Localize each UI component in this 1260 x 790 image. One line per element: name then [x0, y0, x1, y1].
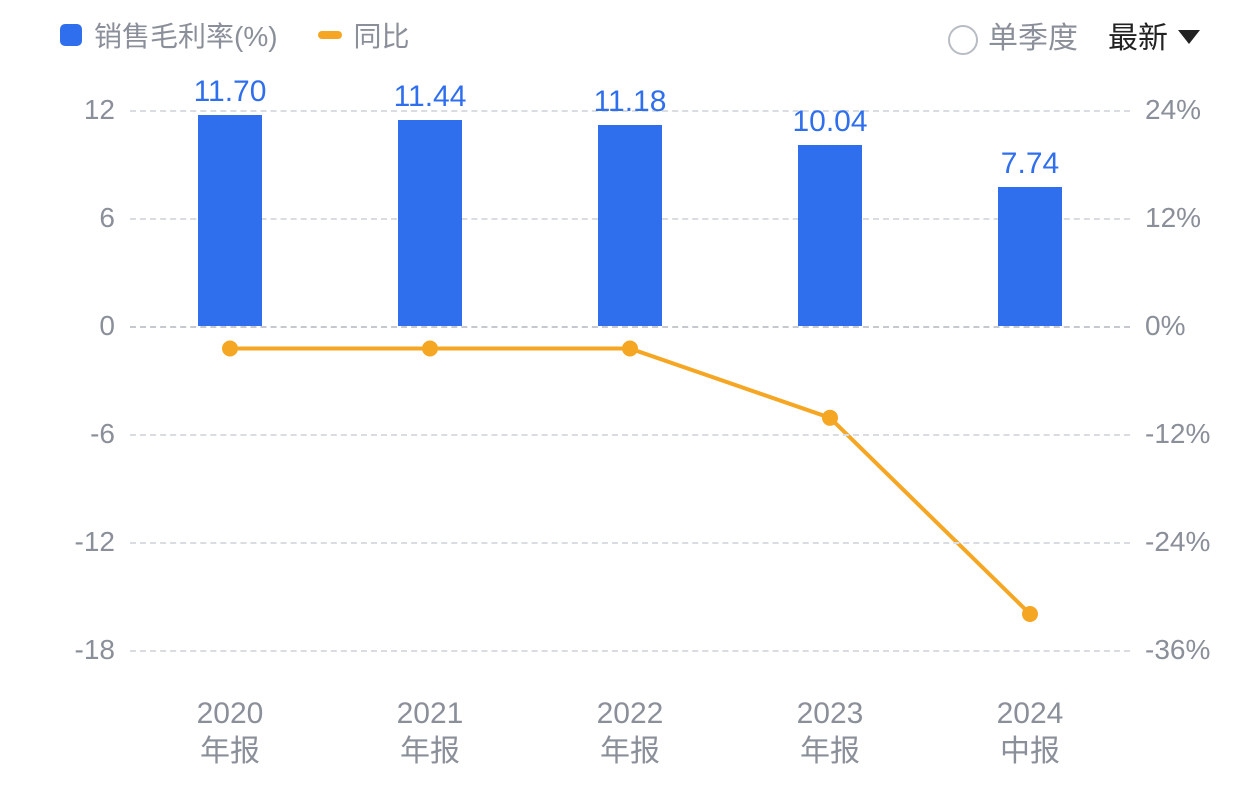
y-axis-right-tick: -12%: [1145, 418, 1260, 450]
gridline: [130, 650, 1130, 652]
x-axis-label: 2022 年报: [597, 695, 664, 770]
y-axis-right-tick: 24%: [1145, 94, 1260, 126]
y-axis-left-tick: 12: [0, 94, 115, 126]
legend-label-line: 同比: [354, 15, 410, 55]
y-axis-left-tick: -12: [0, 526, 115, 558]
bar: [398, 120, 462, 326]
x-axis-label: 2023 年报: [797, 695, 864, 770]
bar-value-label: 11.18: [594, 85, 667, 125]
bar-value-label: 7.74: [1001, 147, 1059, 187]
y-axis-left-tick: 0: [0, 310, 115, 342]
x-axis-label: 2024 中报: [997, 695, 1064, 770]
line-marker: [1022, 606, 1038, 622]
x-axis-label: 2021 年报: [397, 695, 464, 770]
gridline: [130, 542, 1130, 544]
line-marker: [822, 410, 838, 426]
gridline: [130, 434, 1130, 436]
y-axis-right-tick: -24%: [1145, 526, 1260, 558]
legend-swatch-bar: [60, 24, 82, 46]
dropdown-label: 最新: [1108, 13, 1168, 57]
line-marker: [622, 341, 638, 357]
y-axis-right-tick: -36%: [1145, 634, 1260, 666]
chart-header: 销售毛利率(%) 同比 单季度 最新: [0, 10, 1260, 60]
y-axis-right-tick: 12%: [1145, 202, 1260, 234]
legend: 销售毛利率(%) 同比: [60, 15, 410, 55]
single-quarter-toggle[interactable]: 单季度: [948, 13, 1078, 57]
y-axis-left-tick: -18: [0, 634, 115, 666]
legend-label-bars: 销售毛利率(%): [94, 15, 278, 55]
x-axis-label: 2020 年报: [197, 695, 264, 770]
line-marker: [422, 341, 438, 357]
chart-plot-area: -18 -36% -12 -24% -6 -12% 0 0% 6 12% 12 24% 11.70 202…: [0, 70, 1260, 790]
bar-value-label: 10.04: [792, 105, 867, 145]
y-axis-right-tick: 0%: [1145, 310, 1260, 342]
y-axis-left-tick: -6: [0, 418, 115, 450]
legend-item-bars: 销售毛利率(%): [60, 15, 278, 55]
bar: [198, 115, 262, 326]
bar-value-label: 11.44: [394, 80, 467, 120]
period-dropdown[interactable]: 最新: [1108, 13, 1200, 57]
bar: [798, 145, 862, 326]
bar: [598, 125, 662, 326]
y-axis-left-tick: 6: [0, 202, 115, 234]
chart-controls: 单季度 最新: [948, 13, 1200, 57]
chevron-down-icon: [1178, 18, 1200, 52]
gridline: [130, 326, 1130, 328]
chart-container: 销售毛利率(%) 同比 单季度 最新 -18 -36% -12 -24% -6 -12% 0…: [0, 0, 1260, 790]
line-series: [230, 349, 1030, 615]
toggle-label: 单季度: [988, 22, 1078, 55]
legend-swatch-line: [318, 31, 342, 39]
bar: [998, 187, 1062, 326]
legend-item-line: 同比: [318, 15, 410, 55]
line-marker: [222, 341, 238, 357]
radio-icon: [948, 25, 978, 55]
bar-value-label: 11.70: [194, 75, 267, 115]
